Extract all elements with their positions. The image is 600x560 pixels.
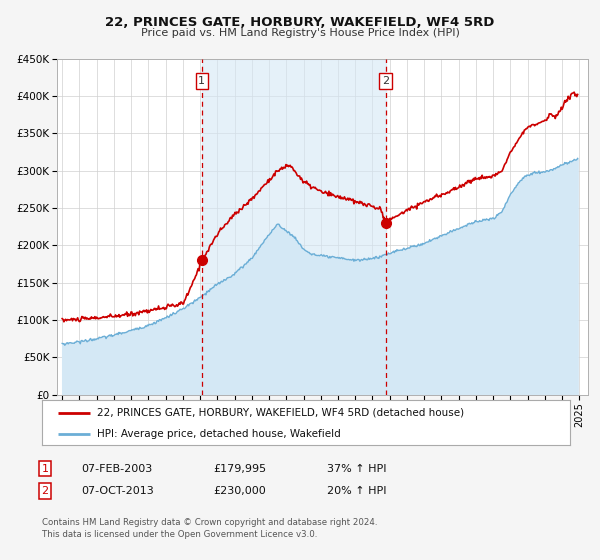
- Text: 2: 2: [41, 486, 49, 496]
- Text: 22, PRINCES GATE, HORBURY, WAKEFIELD, WF4 5RD: 22, PRINCES GATE, HORBURY, WAKEFIELD, WF…: [106, 16, 494, 29]
- Text: HPI: Average price, detached house, Wakefield: HPI: Average price, detached house, Wake…: [97, 428, 341, 438]
- Text: 37% ↑ HPI: 37% ↑ HPI: [327, 464, 386, 474]
- Bar: [202, 59, 386, 395]
- Text: 22, PRINCES GATE, HORBURY, WAKEFIELD, WF4 5RD (detached house): 22, PRINCES GATE, HORBURY, WAKEFIELD, WF…: [97, 408, 464, 418]
- Text: 20% ↑ HPI: 20% ↑ HPI: [327, 486, 386, 496]
- Text: 07-FEB-2003: 07-FEB-2003: [81, 464, 152, 474]
- Text: Price paid vs. HM Land Registry's House Price Index (HPI): Price paid vs. HM Land Registry's House …: [140, 28, 460, 38]
- Text: 1: 1: [41, 464, 49, 474]
- Text: 07-OCT-2013: 07-OCT-2013: [81, 486, 154, 496]
- Text: £230,000: £230,000: [213, 486, 266, 496]
- Text: 1: 1: [199, 76, 205, 86]
- Text: £179,995: £179,995: [213, 464, 266, 474]
- Text: 2: 2: [382, 76, 389, 86]
- Text: Contains HM Land Registry data © Crown copyright and database right 2024.
This d: Contains HM Land Registry data © Crown c…: [42, 518, 377, 539]
